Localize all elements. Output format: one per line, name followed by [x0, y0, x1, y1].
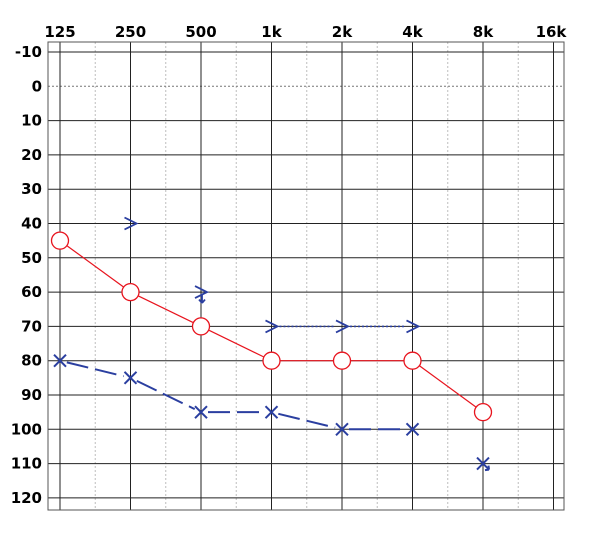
- x-tick-label: 2k: [332, 23, 353, 41]
- series-line: [138, 295, 194, 324]
- series-circle: [50, 231, 493, 422]
- series-line: [278, 412, 336, 429]
- circle-marker: [191, 317, 211, 336]
- circle-marker: [403, 351, 422, 370]
- chevron-marker: [265, 319, 280, 334]
- circle-marker: [262, 351, 281, 370]
- y-tick-label: 110: [11, 455, 42, 473]
- cross-marker: [335, 422, 349, 437]
- x-tick-label: 4k: [402, 23, 423, 41]
- circle-marker: [50, 231, 70, 250]
- plot-background: [48, 42, 564, 510]
- cross-marker: [405, 422, 420, 437]
- plot-border: [47, 41, 565, 511]
- series-line: [419, 365, 477, 408]
- series-line: [66, 245, 124, 288]
- y-tick-label: 80: [21, 352, 42, 370]
- y-tick-label: 0: [32, 77, 42, 95]
- y-tick-label: 60: [21, 283, 42, 301]
- x-tick-label: 500: [185, 23, 216, 41]
- y-axis-tick-labels: -10 0 10 20 30 40 50 60 70 80 90 100 110 120: [11, 43, 42, 507]
- circle-marker: [332, 351, 352, 370]
- circle-marker: [473, 402, 493, 422]
- minor-grid: [94, 42, 519, 510]
- x-axis-tick-labels: 125 250 500 1k 2k 4k 8k 16k: [44, 23, 567, 41]
- series-chevron-right: [124, 216, 421, 334]
- y-tick-label: 100: [11, 420, 42, 438]
- x-tick-label: 125: [44, 23, 75, 41]
- x-tick-label: 250: [115, 23, 146, 41]
- chevron-marker: [406, 319, 421, 334]
- series-cross: [53, 353, 490, 472]
- y-tick-label: 30: [21, 180, 42, 198]
- cross-marker: [264, 405, 279, 419]
- y-tick-label: 20: [21, 146, 42, 164]
- cross-marker: [476, 456, 490, 471]
- series-layer: [50, 216, 493, 472]
- x-tick-label: 1k: [261, 23, 282, 41]
- circle-marker: [121, 282, 140, 302]
- x-tick-label: 16k: [536, 23, 568, 41]
- y-tick-label: 120: [11, 489, 42, 507]
- no-response-arrow: [484, 465, 490, 472]
- y-tick-label: -10: [15, 43, 42, 61]
- series-line: [136, 380, 196, 410]
- y-tick-label: 10: [21, 112, 42, 130]
- chevron-marker: [194, 285, 210, 299]
- x-tick-label: 8k: [473, 23, 494, 41]
- no-response-arrow: [198, 294, 206, 304]
- series-line: [208, 329, 264, 358]
- y-tick-label: 70: [21, 317, 42, 335]
- cross-marker: [53, 353, 67, 368]
- y-tick-label: 50: [21, 249, 42, 267]
- cross-marker: [123, 371, 138, 385]
- cross-marker: [194, 405, 208, 419]
- major-grid: [48, 42, 564, 510]
- chevron-marker: [124, 216, 139, 231]
- y-tick-label: 90: [21, 386, 42, 404]
- series-line: [66, 361, 124, 378]
- y-tick-label: 40: [21, 215, 42, 233]
- chevron-marker: [335, 319, 351, 334]
